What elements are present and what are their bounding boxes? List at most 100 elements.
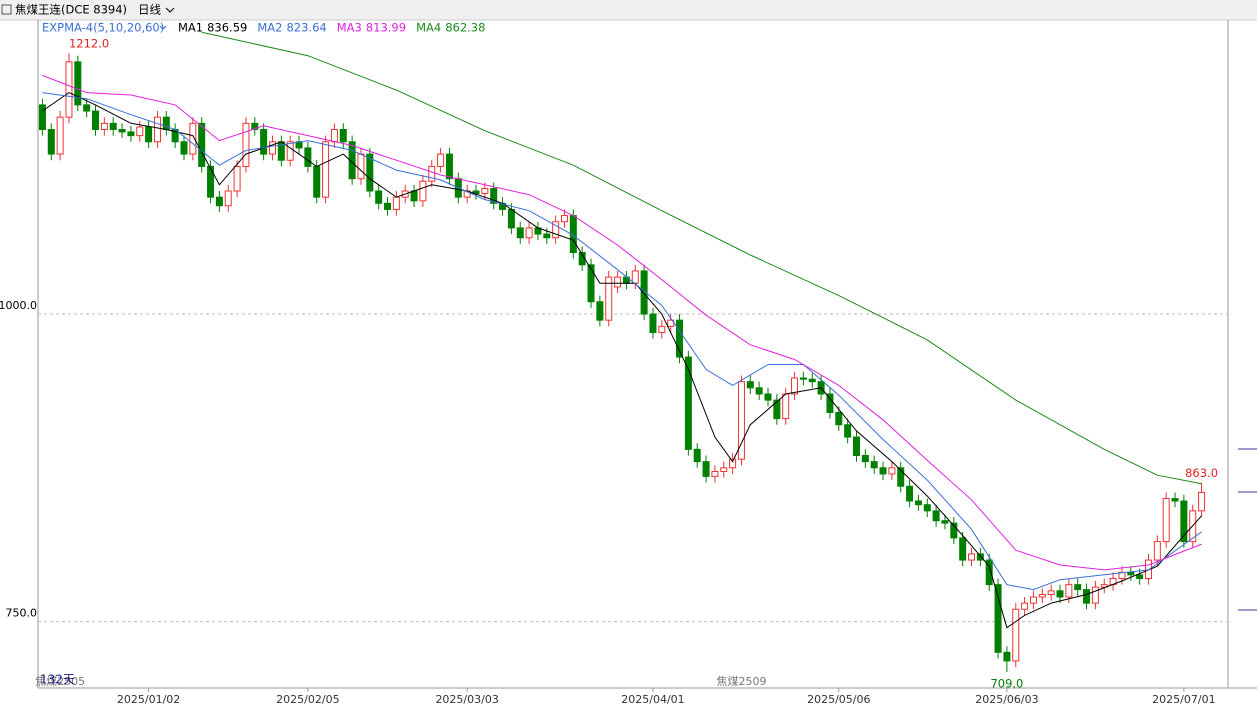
candle-body — [1056, 590, 1064, 598]
contract-label: 焦煤2509 — [716, 675, 766, 688]
contract-label: 焦煤2505 — [35, 675, 85, 688]
candle-body — [870, 461, 878, 469]
ma-line — [42, 74, 1202, 571]
candle-body — [1091, 586, 1099, 604]
candle-body — [516, 227, 524, 239]
candle-body — [1003, 651, 1011, 662]
candle-body — [914, 500, 922, 506]
candle-body — [118, 128, 126, 133]
x-tick-label: 2025/05/06 — [807, 693, 870, 706]
candle-body — [852, 436, 860, 456]
candle-body — [941, 520, 949, 524]
candle-body — [198, 122, 206, 167]
candle-body — [38, 104, 46, 130]
candle-body — [74, 61, 82, 106]
candle-body — [693, 448, 701, 463]
candle-body — [1180, 500, 1188, 543]
candle-body — [605, 276, 613, 321]
candle-body — [145, 126, 153, 143]
candle-body — [286, 141, 294, 161]
candle-body — [1065, 584, 1073, 598]
candle-body — [1021, 602, 1029, 610]
candle-body — [384, 202, 392, 210]
candle-body — [649, 313, 657, 333]
header-bar — [0, 0, 1257, 20]
candle-body — [242, 122, 250, 167]
candle-body — [923, 504, 931, 512]
candle-body — [835, 411, 843, 426]
candle-body — [392, 196, 400, 210]
candle-body — [808, 378, 816, 383]
price-annotation: 863.0 — [1185, 466, 1218, 480]
candle-body — [737, 381, 745, 460]
candle-body — [764, 393, 772, 401]
candle-body — [100, 122, 108, 130]
legend-value: 813.99 — [366, 21, 406, 35]
candle-body — [729, 458, 737, 469]
legend-value: 836.59 — [207, 21, 247, 35]
candle-body — [959, 537, 967, 561]
candle-body — [879, 467, 887, 475]
candle-body — [560, 215, 568, 223]
candle-body — [260, 128, 268, 155]
candle-body — [366, 153, 374, 192]
candle-body — [65, 61, 73, 118]
candle-body — [676, 319, 684, 358]
candle-body — [746, 381, 754, 389]
y-tick-label: 1000.0 — [0, 299, 37, 312]
candle-body — [1038, 594, 1046, 598]
candle-body — [83, 104, 91, 112]
candle-body — [799, 377, 807, 380]
candle-body — [1100, 584, 1108, 588]
candle-body — [773, 399, 781, 420]
bar-count: 132天 — [40, 673, 75, 687]
candle-body — [1074, 584, 1082, 591]
candle-body — [189, 122, 197, 155]
candle-body — [490, 188, 498, 204]
candle-body — [313, 165, 321, 198]
candle-body — [888, 467, 896, 475]
candle-body — [552, 221, 560, 239]
candle-body — [410, 190, 418, 202]
indicator-name[interactable]: EXPMA-4(5,10,20,60) — [42, 21, 164, 35]
indicator-dropdown[interactable] — [159, 25, 167, 30]
candle-body — [419, 180, 427, 202]
candle-body — [348, 141, 356, 180]
candle-body — [596, 301, 604, 321]
candle-body — [1083, 589, 1091, 604]
legend-value: 862.38 — [445, 21, 485, 35]
candle-body — [897, 467, 905, 487]
menu-icon[interactable] — [1, 4, 12, 15]
candle-body — [968, 553, 976, 561]
instrument-title[interactable]: 焦煤王连(DCE 8394) — [15, 3, 127, 17]
candle-body — [322, 141, 330, 198]
candle-body — [481, 188, 489, 194]
candle-body — [507, 208, 515, 229]
candle-body — [339, 128, 347, 143]
candle-body — [950, 522, 958, 539]
candle-body — [1153, 541, 1161, 561]
candle-body — [614, 276, 622, 288]
legend-name: MA2 — [257, 21, 282, 35]
candle-body — [826, 393, 834, 413]
period-dropdown[interactable] — [165, 7, 175, 13]
candle-body — [525, 227, 533, 239]
x-tick-label: 2025/04/01 — [621, 693, 684, 706]
ma-line — [42, 92, 1202, 629]
candle-body — [1012, 608, 1020, 662]
candle-body — [640, 270, 648, 315]
candle-body — [1029, 596, 1037, 604]
x-tick-label: 2025/07/01 — [1152, 693, 1215, 706]
legend-name: MA3 — [337, 21, 362, 35]
candle-body — [906, 485, 914, 502]
candle-body — [207, 165, 215, 198]
candle-body — [1136, 574, 1144, 580]
candle-body — [1144, 559, 1152, 580]
candle-body — [233, 165, 241, 192]
candle-body — [791, 377, 799, 395]
ma-line — [201, 31, 1202, 485]
period-selector[interactable]: 日线 — [138, 3, 161, 17]
candle-body — [445, 153, 453, 180]
candle-body — [153, 116, 161, 143]
